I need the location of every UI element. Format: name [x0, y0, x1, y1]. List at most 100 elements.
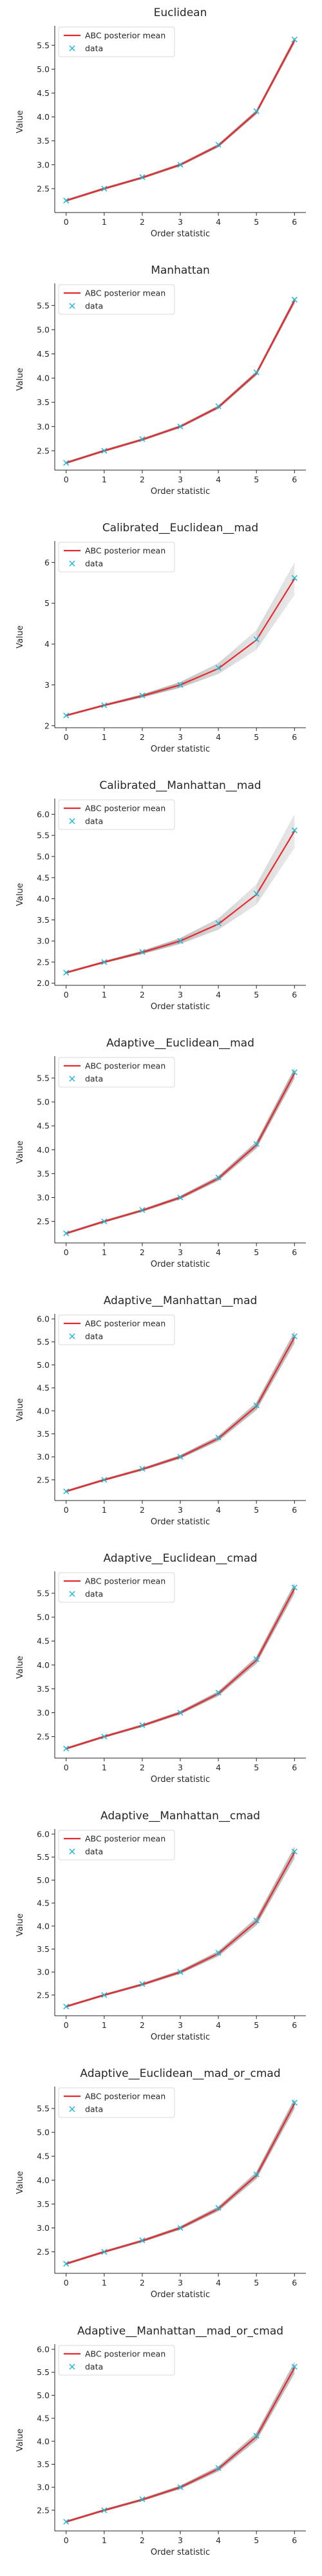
posterior-sample-line — [66, 1071, 295, 1234]
posterior-sample-line — [66, 822, 295, 973]
chart-panel-6: Adaptive__Euclidean__cmad 0 1 2 3 4 5 6 2.5 3.0 3.… — [15, 1552, 306, 1785]
y-tick-label: 4.5 — [37, 88, 50, 98]
y-tick-label: 2.5 — [37, 2247, 50, 2257]
data-point — [253, 636, 260, 643]
y-axis-label: Value — [15, 1398, 25, 1421]
x-tick-label: 4 — [216, 732, 221, 742]
posterior-sample-line — [66, 1846, 295, 2006]
data-point — [101, 2249, 108, 2255]
x-tick-label: 3 — [178, 732, 183, 742]
x-tick-label: 3 — [178, 475, 183, 484]
data-point — [291, 2099, 298, 2106]
y-tick-label: 3.0 — [37, 160, 50, 169]
data-point — [177, 1709, 184, 1716]
posterior-sample-line — [66, 2372, 295, 2523]
posterior-sample-line — [66, 1584, 295, 1748]
x-tick-label: 4 — [216, 1247, 221, 1257]
data-point — [63, 2003, 70, 2010]
legend: ABC posterior mean data — [58, 1572, 175, 1603]
x-tick-label: 5 — [254, 990, 259, 999]
posterior-sample-line — [66, 1339, 295, 1492]
posterior-sample-line — [66, 1075, 295, 1235]
legend-marker-swatch — [69, 818, 75, 824]
posterior-sample-line — [66, 298, 295, 462]
x-tick-label: 3 — [178, 1763, 183, 1772]
data-point — [101, 1992, 108, 1998]
x-tick-label: 5 — [254, 732, 259, 742]
posterior-sample-line — [66, 844, 295, 974]
posterior-sample-line — [66, 817, 295, 972]
x-tick-label: 1 — [102, 732, 107, 742]
data-point — [63, 1745, 70, 1752]
data-point — [139, 1466, 146, 1472]
legend: ABC posterior mean data — [58, 799, 175, 830]
posterior-sample-line — [66, 41, 295, 202]
x-axis-label: Order statistic — [151, 229, 210, 239]
posterior-sample-line — [66, 300, 295, 464]
x-tick-label: 6 — [292, 1247, 297, 1257]
posterior-sample-line — [66, 1342, 295, 1493]
series-line-abc-posterior-mean — [66, 300, 296, 464]
data-point — [177, 423, 184, 430]
y-tick-label: 6 — [44, 558, 50, 567]
y-tick-label: 5.0 — [37, 1097, 50, 1107]
data-point — [63, 712, 70, 719]
data-point — [291, 296, 298, 303]
posterior-sample-line — [66, 1589, 295, 1749]
y-tick-label: 5.5 — [37, 1337, 50, 1347]
posterior-sample-line — [66, 2365, 295, 2522]
chart-title: Calibrated__Manhattan__mad — [99, 779, 261, 792]
y-tick-label: 4.0 — [37, 1660, 50, 1670]
y-axis-label: Value — [15, 368, 25, 391]
data-point — [177, 162, 184, 168]
legend-box — [58, 1314, 175, 1345]
x-tick-label: 4 — [216, 217, 221, 227]
legend-label-data: data — [85, 44, 103, 53]
legend-box — [58, 2087, 175, 2118]
x-tick-label: 2 — [140, 1247, 145, 1257]
posterior-sample-line — [66, 2371, 295, 2523]
legend-label-data: data — [85, 2362, 103, 2372]
data-point — [215, 142, 222, 148]
y-tick-label: 4.5 — [37, 873, 50, 882]
y-tick-label: 5 — [44, 598, 50, 608]
posterior-sample-line — [66, 1336, 295, 1492]
y-tick-label: 3.5 — [37, 397, 50, 407]
y-tick-label: 4.0 — [37, 2436, 50, 2446]
y-tick-label: 5.5 — [37, 41, 50, 50]
posterior-sample-line — [66, 1848, 295, 2007]
y-tick-label: 3.0 — [37, 2223, 50, 2233]
x-tick-label: 4 — [216, 475, 221, 484]
posterior-sample-line — [66, 1341, 295, 1493]
x-tick-label: 0 — [64, 2020, 69, 2030]
posterior-sample-line — [66, 842, 295, 974]
data-point — [101, 959, 108, 965]
posterior-sample-line — [66, 2367, 295, 2523]
x-tick-label: 4 — [216, 2535, 221, 2545]
x-tick-label: 1 — [102, 475, 107, 484]
y-tick-label: 4 — [44, 639, 50, 649]
x-tick-label: 6 — [292, 475, 297, 484]
x-tick-label: 0 — [64, 1763, 69, 1772]
data-point — [63, 2519, 70, 2525]
x-tick-label: 0 — [64, 732, 69, 742]
legend: ABC posterior mean data — [58, 1314, 175, 1345]
y-axis-label: Value — [15, 2171, 25, 2194]
posterior-sample-line — [66, 2372, 295, 2523]
data-point — [63, 969, 70, 976]
data-point — [101, 2507, 108, 2514]
x-tick-label: 3 — [178, 1505, 183, 1515]
legend-label-data: data — [85, 1847, 103, 1857]
legend: ABC posterior mean data — [58, 2087, 175, 2118]
legend-label-posterior: ABC posterior mean — [85, 804, 166, 813]
posterior-sample-line — [66, 1586, 295, 1749]
data-point — [63, 2260, 70, 2267]
posterior-sample-line — [66, 1857, 295, 2008]
x-tick-label: 1 — [102, 1247, 107, 1257]
y-tick-label: 3.5 — [37, 1169, 50, 1179]
chart-panel-4: Adaptive__Euclidean__mad 0 1 2 3 4 5 6 2.5 3.0 3.5… — [15, 1037, 306, 1269]
y-tick-label: 2 — [44, 721, 50, 730]
y-axis-label: Value — [15, 110, 25, 133]
posterior-sample-line — [66, 1856, 295, 2008]
posterior-sample-line — [66, 1586, 295, 1748]
